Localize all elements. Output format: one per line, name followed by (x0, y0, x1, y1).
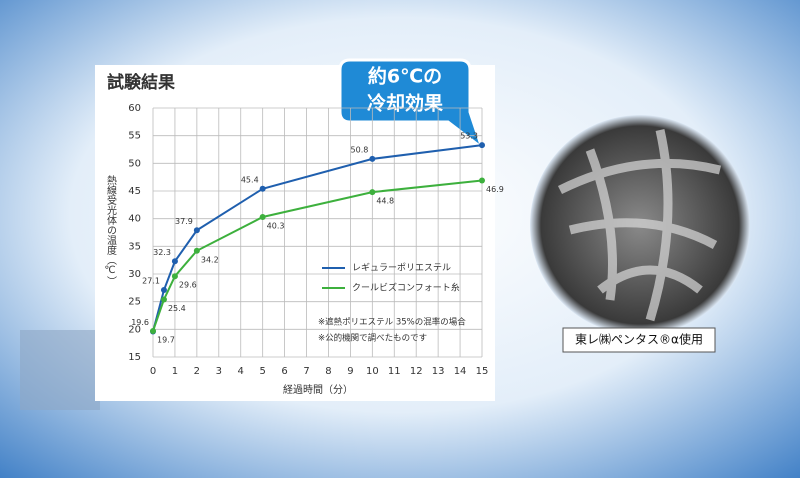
y-tick-label: 55 (128, 131, 141, 142)
x-tick-label: 14 (454, 366, 467, 377)
shadow (20, 330, 100, 410)
x-tick-label: 10 (366, 366, 379, 377)
y-tick-label: 50 (128, 158, 141, 169)
x-tick-label: 7 (303, 366, 309, 377)
data-label: 37.9 (175, 217, 193, 226)
data-point (369, 189, 376, 196)
x-tick-label: 15 (476, 366, 489, 377)
data-label: 45.4 (241, 175, 259, 184)
data-point (171, 258, 178, 265)
x-tick-label: 5 (259, 366, 265, 377)
y-tick-label: 20 (128, 324, 141, 335)
callout-text: 約6℃の (368, 65, 442, 88)
y-axis-label: 熱線受光体の温度（℃） (104, 174, 116, 286)
y-tick-label: 25 (128, 297, 141, 308)
note: ※遮熱ポリエステル 35%の混率の場合 (318, 317, 466, 328)
x-axis-label: 経過時間（分） (283, 383, 353, 396)
photo-caption: 東レ㈱ペンタス®α使用 (575, 332, 703, 347)
x-tick-label: 3 (216, 366, 222, 377)
data-point (369, 155, 376, 162)
data-label: 25.4 (168, 304, 186, 313)
data-point (171, 273, 178, 280)
photo (530, 115, 750, 335)
data-label: 19.7 (157, 335, 175, 344)
data-label: 19.6 (131, 318, 149, 327)
fiber (557, 129, 722, 322)
data-point (479, 177, 485, 184)
data-label: 32.3 (153, 248, 171, 257)
callout-text: 冷却効果 (367, 92, 443, 115)
data-label: 44.8 (376, 197, 394, 206)
data-point (259, 185, 266, 192)
x-tick-label: 0 (150, 366, 156, 377)
x-tick-label: 6 (281, 366, 287, 377)
y-tick-label: 40 (128, 214, 141, 225)
x-tick-label: 12 (410, 366, 423, 377)
chart-title: 試験結果 (107, 72, 175, 93)
legend-label: クールビズコンフォート糸 (352, 282, 460, 294)
note: ※公的機関で調べたものです (318, 333, 427, 344)
y-tick-label: 15 (128, 352, 141, 363)
data-label: 40.3 (267, 222, 285, 231)
data-point (160, 287, 167, 294)
y-tick-label: 45 (128, 186, 141, 197)
data-point (150, 327, 156, 334)
x-tick-label: 1 (172, 366, 178, 377)
x-tick-label: 11 (388, 366, 401, 377)
y-tick-label: 35 (128, 241, 141, 252)
data-point (259, 214, 266, 221)
data-point (193, 227, 200, 234)
data-label: 29.6 (179, 281, 197, 290)
x-tick-label: 2 (194, 366, 200, 377)
x-tick-label: 9 (347, 366, 353, 377)
data-label: 53.3 (460, 132, 478, 141)
data-point (160, 296, 167, 303)
data-label: 46.9 (486, 185, 504, 194)
callout-bubble (338, 58, 485, 153)
data-point (479, 142, 485, 149)
x-tick-label: 4 (238, 366, 244, 377)
y-tick-label: 30 (128, 269, 141, 280)
x-tick-label: 13 (432, 366, 445, 377)
caption-box (562, 327, 716, 353)
legend-label: レギュラーポリエステル (352, 263, 451, 274)
data-point (193, 247, 200, 254)
y-tick-label: 60 (128, 103, 141, 114)
data-label: 50.8 (351, 145, 369, 154)
data-label: 27.1 (142, 277, 160, 286)
data-label: 34.2 (201, 255, 219, 264)
x-tick-label: 8 (325, 366, 331, 377)
callout: 約6℃の 冷却効果 (338, 58, 485, 153)
